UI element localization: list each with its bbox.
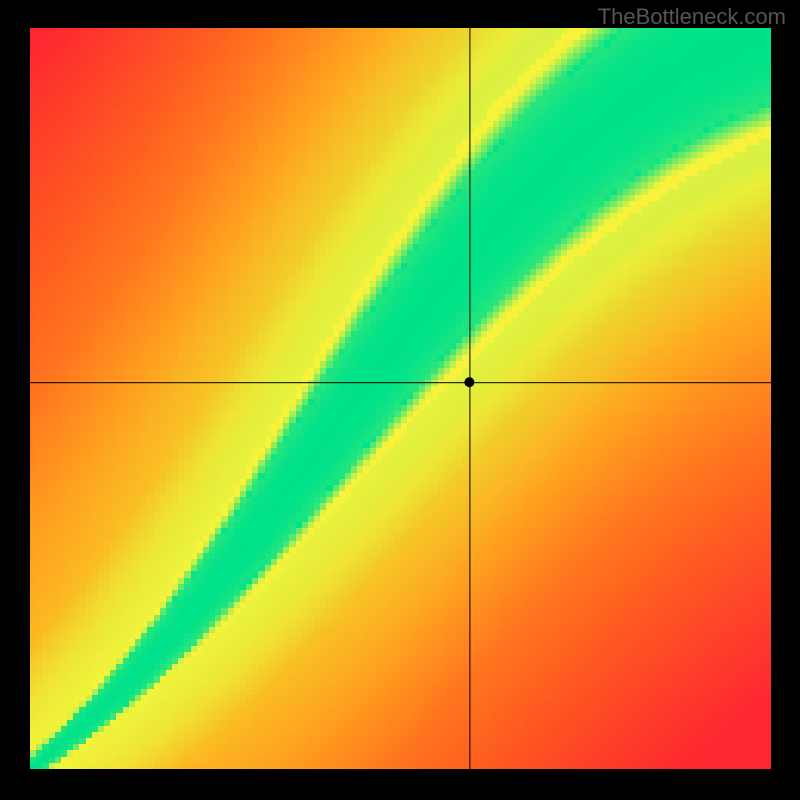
bottleneck-heatmap [30, 28, 771, 769]
attribution-text: TheBottleneck.com [598, 4, 786, 30]
